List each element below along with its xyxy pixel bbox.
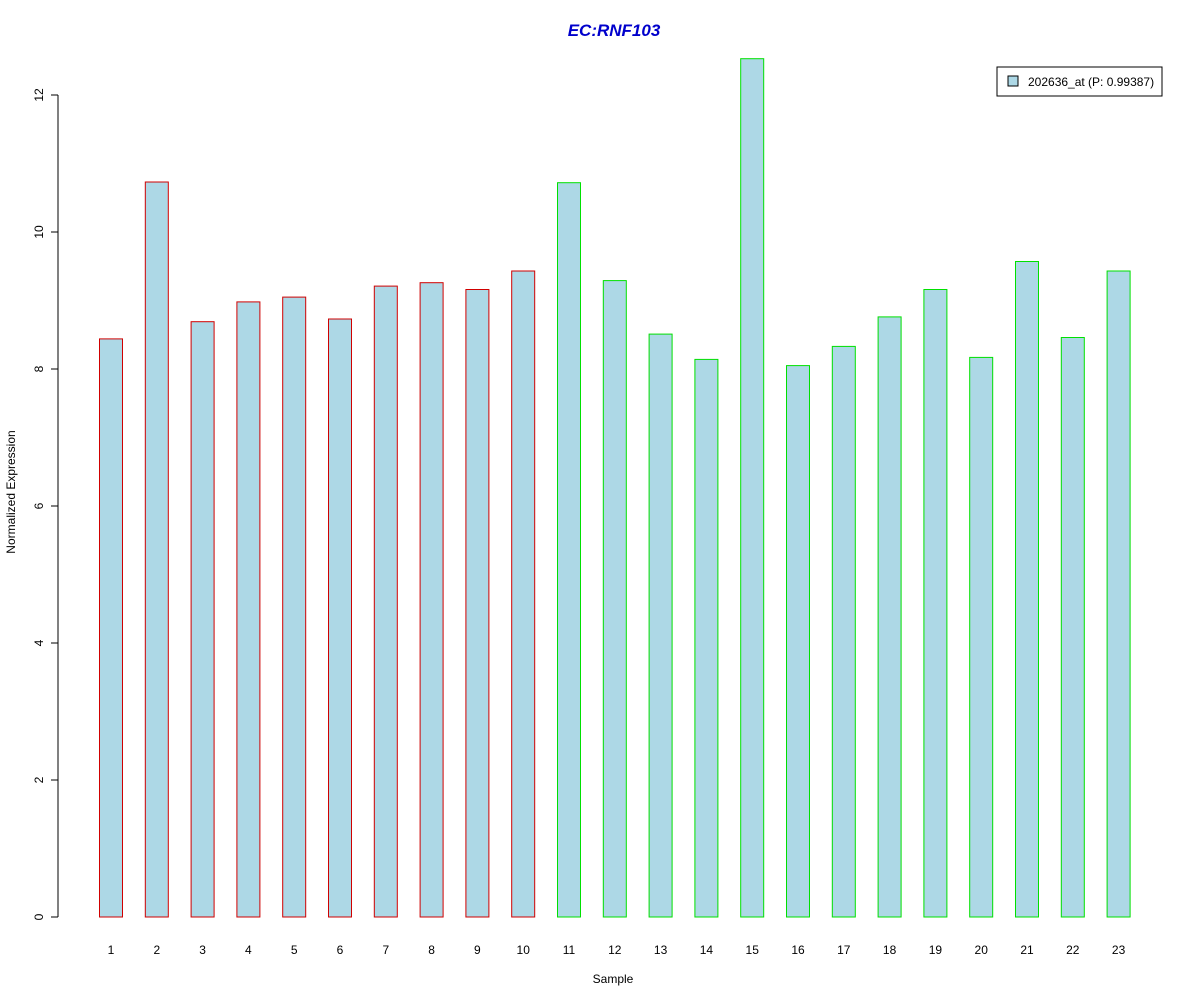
x-tick-label: 12: [608, 943, 622, 957]
bar: [1060, 337, 1085, 918]
bar: [99, 338, 123, 918]
x-tick-label: 13: [654, 943, 668, 957]
bar: [236, 301, 261, 918]
x-tick-label: 17: [837, 943, 851, 957]
bar: [373, 285, 398, 918]
bar: [328, 318, 352, 918]
x-tick-label: 11: [563, 943, 576, 957]
x-tick-label: 7: [382, 943, 389, 957]
x-tick-label: 18: [883, 943, 897, 957]
chart-title: EC:RNF103: [568, 21, 661, 40]
bar: [1106, 270, 1131, 918]
x-tick-label: 9: [474, 943, 481, 957]
y-tick-label: 2: [32, 776, 46, 783]
y-axis: 0 2 4 6 8 10 12: [32, 88, 59, 920]
x-tick-label: 4: [245, 943, 252, 957]
bar: [969, 356, 994, 918]
x-tick-label: 23: [1112, 943, 1126, 957]
bar: [511, 270, 536, 918]
x-tick-label: 10: [517, 943, 531, 957]
x-tick-label: 20: [975, 943, 989, 957]
y-tick-label: 10: [32, 225, 46, 239]
legend: 202636_at (P: 0.99387): [996, 66, 1163, 97]
legend-swatch: [1007, 75, 1019, 87]
x-tick-labels: 1 2 3 4 5 6 7 8 9 10 11 12 13 14 15 16 17 18 19 20 21 22 23: [108, 943, 1126, 957]
bar: [923, 289, 948, 918]
x-axis-label: Sample: [593, 972, 634, 986]
bar: [602, 280, 627, 918]
x-tick-label: 3: [199, 943, 206, 957]
bar: [740, 58, 765, 918]
y-tick-label: 6: [32, 502, 46, 509]
y-tick-label: 12: [32, 88, 46, 102]
bar: [282, 296, 307, 918]
x-tick-label: 6: [337, 943, 344, 957]
y-tick-label: 0: [32, 913, 46, 920]
x-tick-label: 16: [791, 943, 805, 957]
bar: [786, 365, 810, 918]
y-tick-label: 4: [32, 639, 46, 646]
bar: [557, 182, 581, 918]
bar: [1015, 261, 1039, 918]
x-tick-label: 5: [291, 943, 298, 957]
legend-box: [996, 66, 1163, 97]
y-axis-label: Normalized Expression: [4, 430, 18, 553]
bar: [694, 358, 719, 918]
x-tick-label: 15: [746, 943, 760, 957]
x-tick-label: 2: [153, 943, 160, 957]
bar: [831, 345, 856, 918]
x-tick-label: 22: [1066, 943, 1080, 957]
bar: [190, 321, 215, 918]
x-tick-label: 1: [108, 943, 115, 957]
x-tick-label: 19: [929, 943, 943, 957]
x-tick-label: 14: [700, 943, 714, 957]
bar: [465, 289, 490, 918]
x-tick-label: 21: [1020, 943, 1034, 957]
x-tick-label: 8: [428, 943, 435, 957]
bar: [144, 181, 169, 918]
bar: [648, 333, 673, 918]
bars: [99, 58, 1131, 918]
y-tick-label: 8: [32, 365, 46, 372]
bar: [877, 316, 902, 918]
legend-entry: 202636_at (P: 0.99387): [1028, 75, 1154, 89]
bar: [419, 282, 444, 918]
